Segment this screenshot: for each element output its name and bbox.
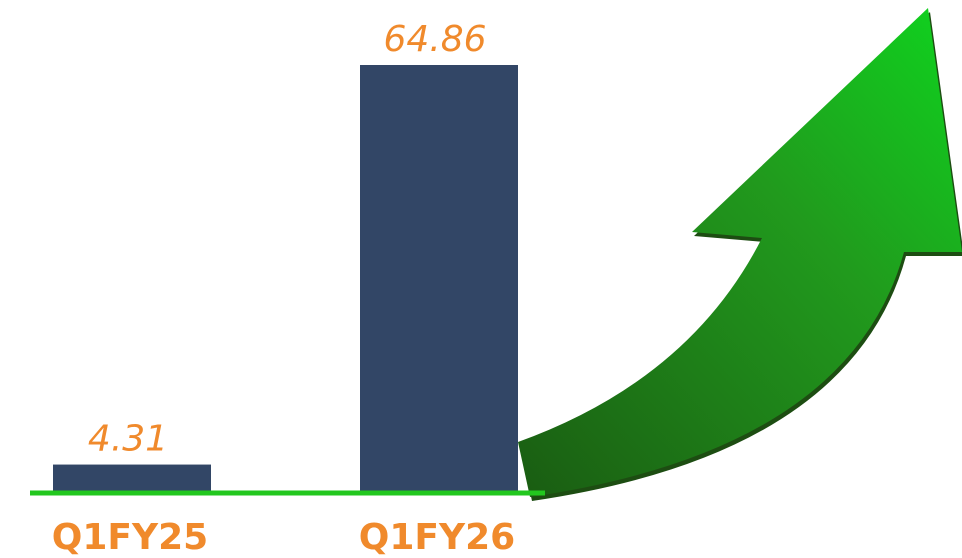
x-tick-label: Q1FY26 (359, 517, 515, 558)
bar (360, 65, 518, 493)
value-label: 4.31 (88, 419, 168, 460)
growth-arrow (518, 8, 962, 501)
bar (53, 464, 211, 493)
x-tick-label: Q1FY25 (52, 517, 208, 558)
value-label: 64.86 (383, 19, 486, 60)
